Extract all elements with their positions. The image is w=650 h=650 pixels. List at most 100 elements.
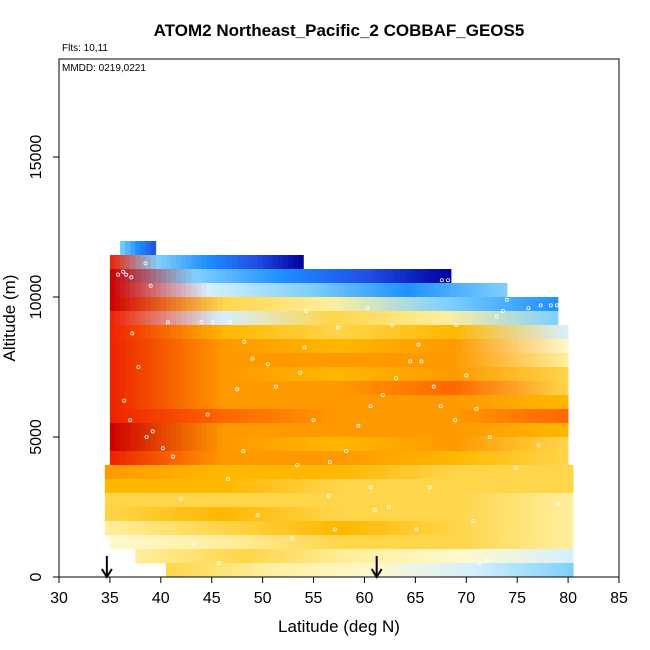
heatmap-cell xyxy=(517,451,523,466)
heatmap-cell xyxy=(354,563,360,578)
heatmap-cell xyxy=(527,437,533,452)
heatmap-cell xyxy=(232,367,238,382)
heatmap-cell xyxy=(313,367,320,382)
heatmap-cell xyxy=(303,465,309,480)
heatmap-cell xyxy=(181,311,187,326)
heatmap-cell xyxy=(150,353,157,368)
heatmap-cell xyxy=(410,283,416,298)
heatmap-cell xyxy=(445,339,452,354)
heatmap-cell xyxy=(206,269,213,284)
heatmap-cell xyxy=(140,395,146,410)
heatmap-cell xyxy=(344,493,350,508)
heatmap-cell xyxy=(115,325,121,340)
heatmap-cell xyxy=(130,311,136,326)
heatmap-cell xyxy=(181,479,187,494)
heatmap-cell xyxy=(160,549,167,564)
heatmap-cell xyxy=(120,507,126,522)
heatmap-cell xyxy=(501,437,508,452)
flight-point xyxy=(129,275,134,280)
heatmap-cell xyxy=(395,283,401,298)
heatmap-cell xyxy=(440,521,447,536)
flight-point xyxy=(419,359,424,364)
heatmap-cell xyxy=(405,535,411,550)
heatmap-cell xyxy=(125,241,131,256)
heatmap-cell xyxy=(262,325,269,340)
heatmap-cell xyxy=(227,521,233,536)
heatmap-cell xyxy=(522,521,528,536)
heatmap-cell xyxy=(293,255,299,270)
heatmap-cell xyxy=(267,381,274,396)
heatmap-cell xyxy=(115,339,121,354)
heatmap-cell xyxy=(415,465,421,480)
heatmap-cell xyxy=(232,535,238,550)
heatmap-cell xyxy=(349,367,355,382)
heatmap-cell xyxy=(323,409,330,424)
heatmap-cell xyxy=(257,549,264,564)
heatmap-cell xyxy=(435,437,442,452)
heatmap-cell xyxy=(201,353,208,368)
heatmap-cell xyxy=(186,437,192,452)
heatmap-cell xyxy=(369,409,376,424)
heatmap-cell xyxy=(211,339,218,354)
heatmap-cell xyxy=(364,297,370,312)
heatmap-cell xyxy=(267,311,274,326)
heatmap-cell xyxy=(389,549,396,564)
heatmap-cell xyxy=(552,465,559,480)
heatmap-cell xyxy=(481,535,488,550)
heatmap-cell xyxy=(552,367,559,382)
date-annotation: MMDD: 0219,0221 xyxy=(62,63,146,74)
heatmap-cell xyxy=(471,311,477,326)
heatmap-cell xyxy=(491,521,498,536)
heatmap-cell xyxy=(303,409,309,424)
heatmap-cell xyxy=(359,563,365,578)
heatmap-cell xyxy=(288,451,294,466)
y-axis-label: Altitude (m) xyxy=(0,275,19,362)
heatmap-cell xyxy=(160,297,167,312)
heatmap-cell xyxy=(257,437,264,452)
x-tick-label: 80 xyxy=(559,590,577,607)
heatmap-cell xyxy=(501,353,508,368)
heatmap-cell xyxy=(125,269,131,284)
heatmap-cell xyxy=(501,339,508,354)
heatmap-cell xyxy=(176,507,182,522)
heatmap-cell xyxy=(120,367,126,382)
heatmap-cell xyxy=(389,437,396,452)
heatmap-cell xyxy=(440,283,447,298)
heatmap-cell xyxy=(308,283,314,298)
heatmap-cell xyxy=(410,269,416,284)
heatmap-cell xyxy=(491,549,498,564)
heatmap-cell xyxy=(135,409,141,424)
heatmap-cell xyxy=(145,493,152,508)
heatmap-cell xyxy=(120,535,126,550)
heatmap-cell xyxy=(517,423,523,438)
heatmap-cell xyxy=(466,395,472,410)
flight-point xyxy=(414,527,419,532)
heatmap-cell xyxy=(165,479,172,494)
heatmap-cell xyxy=(283,255,289,270)
heatmap-cell xyxy=(486,521,493,536)
flight-point xyxy=(439,278,444,283)
heatmap-cell xyxy=(507,507,513,522)
heatmap-cell xyxy=(491,283,498,298)
heatmap-cell xyxy=(191,297,197,312)
heatmap-cell xyxy=(456,367,462,382)
heatmap-cell xyxy=(140,367,146,382)
heatmap-cell xyxy=(542,297,549,312)
heatmap-cell xyxy=(155,549,162,564)
heatmap-cell xyxy=(318,269,325,284)
heatmap-cell xyxy=(257,535,264,550)
heatmap-cell xyxy=(120,241,126,256)
heatmap-cell xyxy=(186,283,192,298)
heatmap-cell xyxy=(206,409,213,424)
heatmap-cell xyxy=(135,381,141,396)
heatmap-cell xyxy=(104,507,111,522)
heatmap-cell xyxy=(125,255,131,270)
x-tick-label: 60 xyxy=(356,590,374,607)
heatmap-cell xyxy=(206,283,213,298)
heatmap-cell xyxy=(298,465,304,480)
heatmap-cell xyxy=(328,549,335,564)
heatmap-cell xyxy=(486,465,493,480)
heatmap-cell xyxy=(201,521,208,536)
heatmap-cell xyxy=(522,479,528,494)
heatmap-cell xyxy=(425,269,432,284)
